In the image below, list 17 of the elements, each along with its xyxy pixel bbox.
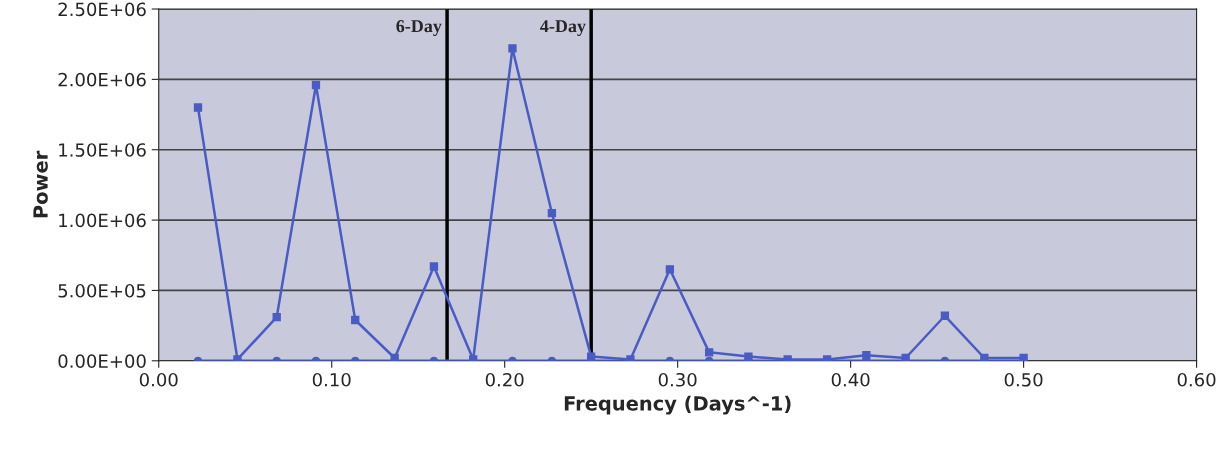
x-tick-label: 0.10 — [312, 372, 351, 387]
y-axis-title: Power — [33, 150, 48, 218]
ref-line-label: 6-Day — [396, 20, 442, 36]
y-tick-label: 2.00E+06 — [58, 72, 146, 87]
x-tick-label: 0.20 — [485, 372, 524, 387]
y-tick-label: 2.50E+06 — [58, 2, 146, 17]
x-tick-label: 0.40 — [831, 372, 870, 387]
x-tick-label: 0.50 — [1004, 372, 1043, 387]
x-tick-label: 0.00 — [139, 372, 178, 387]
x-tick-label: 0.60 — [1177, 372, 1216, 387]
x-tick-label: 0.30 — [658, 372, 697, 387]
y-tick-label: 1.50E+06 — [59, 143, 146, 157]
y-tick-label: 5.00E+05 — [58, 283, 146, 298]
x-axis-title: Frequency (Days^-1) — [564, 395, 791, 415]
ref-line-label: 4-Day — [540, 20, 586, 36]
y-tick-label: 0.00E+00 — [58, 354, 146, 368]
y-tick-label: 1.00E+06 — [59, 213, 146, 228]
